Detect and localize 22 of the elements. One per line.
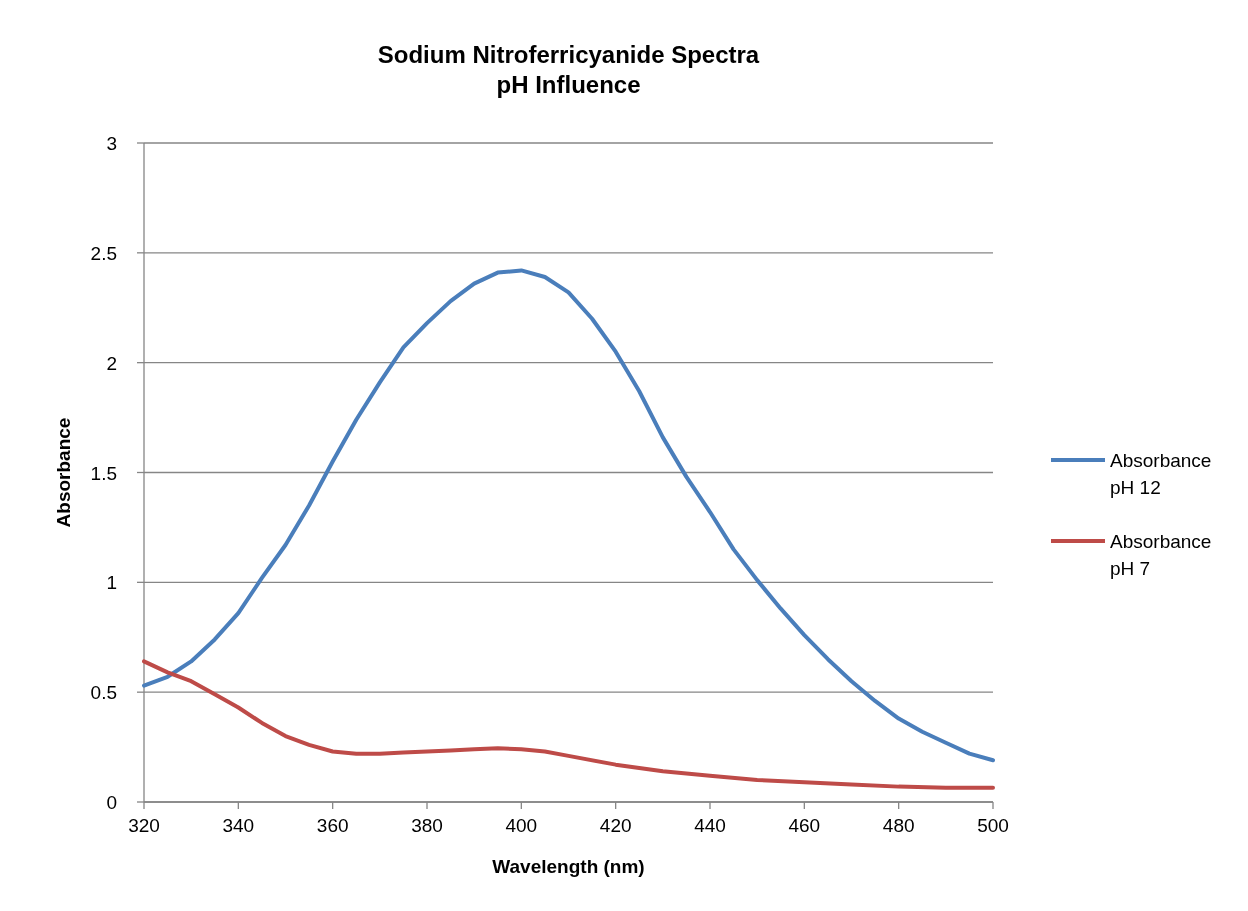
x-tick-label: 420 [599, 815, 632, 836]
y-tick-label: 0 [106, 792, 117, 813]
chart-title: Sodium Nitroferricyanide Spectra pH Influence [377, 41, 760, 98]
x-tick-label: 440 [694, 815, 726, 836]
x-tick-label: 460 [788, 815, 821, 836]
x-tick-label: 400 [505, 815, 538, 836]
y-tick-label: 1.5 [90, 462, 117, 484]
x-axis-title: Wavelength (nm) [492, 856, 645, 877]
y-axis-title: Absorbance [53, 417, 74, 528]
x-tick-label: 360 [316, 815, 349, 836]
x-tick-label: 340 [222, 815, 255, 836]
x-tick-label: 500 [977, 815, 1009, 836]
y-tick-label: 3 [106, 133, 117, 154]
x-tick-label: 380 [411, 815, 443, 836]
legend-label: Absorbance pH 7 [1110, 531, 1212, 579]
x-tick-label: 480 [882, 815, 915, 836]
y-tick-label: 2.5 [90, 242, 117, 264]
y-tick-label: 1 [106, 572, 117, 594]
legend-label: Absorbance pH 12 [1110, 450, 1212, 498]
x-tick-label: 320 [128, 815, 160, 836]
y-tick-label: 0.5 [90, 682, 117, 704]
y-tick-label: 2 [106, 352, 117, 374]
